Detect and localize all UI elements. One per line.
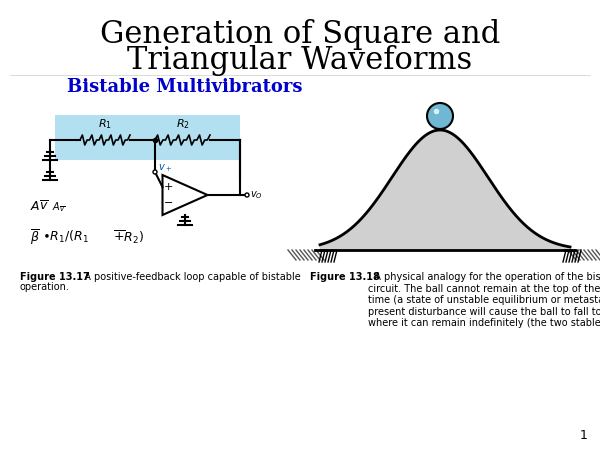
Text: A physical analogy for the operation of the bistable
circuit. The ball cannot re: A physical analogy for the operation of …	[368, 272, 600, 328]
Text: $R_1$: $R_1$	[98, 117, 112, 131]
Text: Bistable Multivibrators: Bistable Multivibrators	[67, 78, 303, 96]
Text: $R_2$: $R_2$	[176, 117, 190, 131]
Text: +: +	[164, 182, 173, 192]
Text: Figure 13.17: Figure 13.17	[20, 272, 90, 282]
Circle shape	[245, 193, 249, 197]
Polygon shape	[163, 175, 208, 215]
Circle shape	[427, 103, 453, 129]
FancyBboxPatch shape	[55, 115, 240, 160]
Text: operation.: operation.	[20, 282, 70, 292]
Text: Triangular Waveforms: Triangular Waveforms	[127, 45, 473, 76]
Text: A positive-feedback loop capable of bistable: A positive-feedback loop capable of bist…	[78, 272, 301, 282]
Text: $A\overline{v}$: $A\overline{v}$	[30, 200, 49, 214]
Circle shape	[153, 170, 157, 174]
Text: $v_+$: $v_+$	[158, 162, 172, 174]
Text: $v_O$: $v_O$	[250, 189, 263, 201]
Text: $A_{\overline{v}}$: $A_{\overline{v}}$	[52, 200, 65, 214]
Text: Figure 13.18: Figure 13.18	[310, 272, 380, 282]
Text: −: −	[164, 198, 173, 208]
Text: $\bullet R_1/(R_1$: $\bullet R_1/(R_1$	[42, 229, 89, 245]
Text: $\overline{\beta}$: $\overline{\beta}$	[30, 227, 40, 247]
Text: Generation of Square and: Generation of Square and	[100, 19, 500, 50]
Text: $\overline{+}R_2)$: $\overline{+}R_2)$	[113, 229, 144, 246]
Text: 1: 1	[580, 429, 588, 442]
